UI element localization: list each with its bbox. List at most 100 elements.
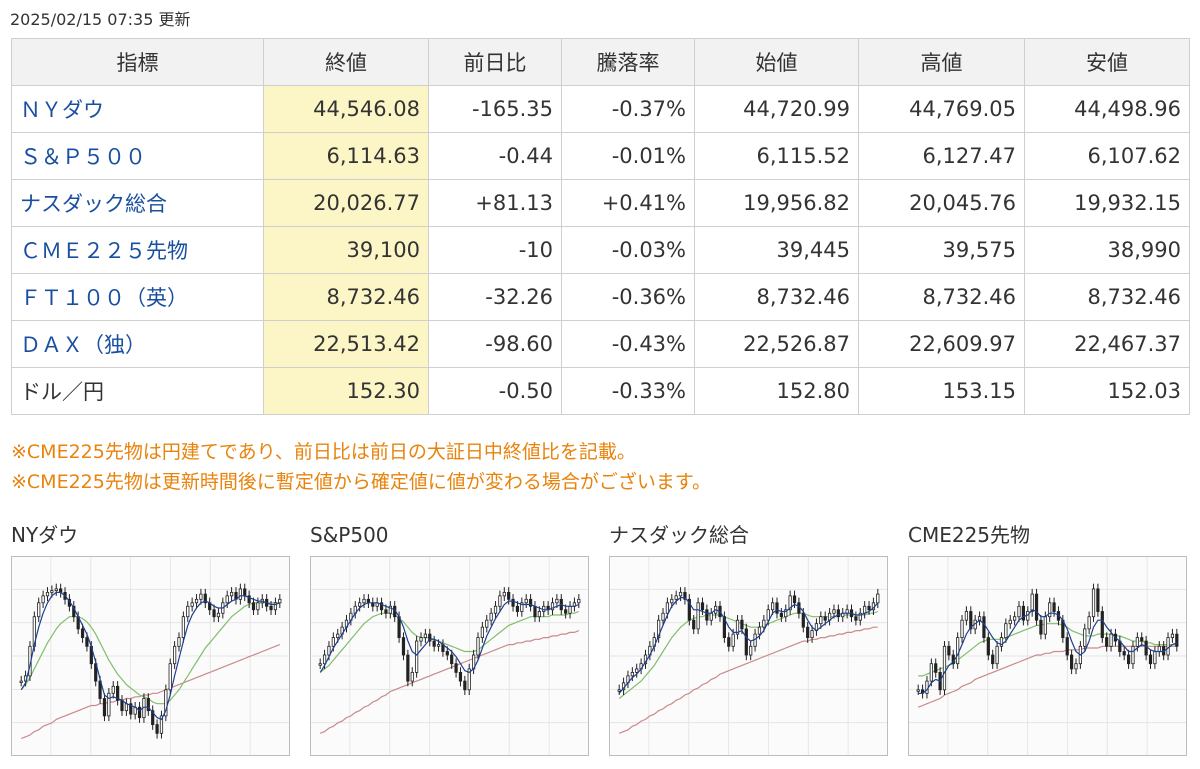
- candle: [1004, 623, 1008, 639]
- chart-panel-nydow: NYダウ: [11, 520, 291, 756]
- candle: [550, 602, 555, 611]
- header-open: 始値: [694, 38, 859, 86]
- chart-nydow[interactable]: [11, 556, 290, 756]
- candle: [190, 602, 194, 607]
- cell-low: 22,467.37: [1024, 320, 1190, 368]
- candle: [533, 605, 537, 618]
- candle: [577, 598, 581, 604]
- candle: [251, 602, 256, 611]
- candle: [1144, 640, 1148, 656]
- candle: [511, 598, 515, 607]
- candle: [1065, 637, 1069, 656]
- candle: [916, 689, 920, 692]
- candle: [458, 672, 463, 682]
- header-low: 安値: [1024, 38, 1190, 86]
- index-name-link[interactable]: Ｓ＆Ｐ５００: [11, 132, 264, 180]
- candle: [194, 598, 199, 604]
- candle: [1100, 611, 1104, 639]
- candle: [744, 628, 748, 656]
- cell-close: 39,100: [263, 226, 429, 274]
- candle: [173, 645, 177, 665]
- candle: [806, 626, 810, 639]
- candle: [80, 628, 85, 639]
- candle: [146, 698, 150, 712]
- candle: [238, 588, 242, 600]
- candle: [727, 637, 731, 647]
- candle: [1087, 616, 1091, 630]
- candle: [436, 644, 441, 647]
- candle: [1083, 628, 1087, 647]
- candle: [1096, 588, 1100, 612]
- ma-mid-line: [20, 602, 280, 705]
- table-row: ドル／円 152.30 -0.50 -0.33% 152.80 153.15 152.03: [11, 367, 1190, 415]
- cell-rate: -0.36%: [561, 273, 695, 321]
- candle: [419, 637, 423, 642]
- table-body: ＮＹダウ 44,546.08 -165.35 -0.37% 44,720.99 44,76…: [11, 85, 1190, 415]
- candle: [670, 598, 674, 604]
- cell-high: 153.15: [858, 367, 1025, 415]
- notes: ※CME225先物は円建てであり、前日比は前日の大証日中終値比を記載。 ※CME…: [11, 437, 711, 497]
- candle: [999, 637, 1004, 647]
- candle: [432, 640, 436, 647]
- header-name: 指標: [11, 38, 264, 86]
- candle: [177, 637, 181, 647]
- candle: [428, 633, 432, 642]
- candle: [661, 612, 665, 621]
- candle: [863, 605, 867, 614]
- candle: [801, 612, 805, 628]
- chart-nasdaq[interactable]: [609, 556, 888, 756]
- ma-short-line: [20, 591, 281, 721]
- candle: [1017, 605, 1021, 618]
- candle: [1030, 593, 1034, 612]
- candle: [54, 588, 58, 592]
- candle: [696, 602, 700, 630]
- candle: [247, 595, 251, 604]
- candle: [107, 692, 111, 717]
- candle: [181, 616, 185, 639]
- cell-open: 19,956.82: [694, 179, 859, 227]
- candle: [186, 605, 190, 618]
- index-name-link[interactable]: ＤＡＸ（独）: [11, 320, 264, 368]
- cell-low: 152.03: [1024, 367, 1190, 415]
- candle: [498, 595, 502, 607]
- cell-open: 22,526.87: [694, 320, 859, 368]
- cell-low: 6,107.62: [1024, 132, 1190, 180]
- market-index-table: 指標 終値 前日比 騰落率 始値 高値 安値 ＮＹダウ 44,546.08 -165…: [11, 38, 1190, 415]
- cell-close: 44,546.08: [263, 85, 429, 133]
- chart-cme225[interactable]: [908, 556, 1187, 756]
- candle: [362, 598, 366, 604]
- candle: [969, 611, 973, 630]
- chart-sp500[interactable]: [310, 556, 589, 756]
- cell-change: -165.35: [428, 85, 562, 133]
- candle: [1052, 602, 1056, 612]
- candle: [1008, 619, 1012, 625]
- candle: [934, 663, 938, 673]
- candle: [129, 703, 133, 715]
- candle: [406, 654, 410, 682]
- candle: [1021, 605, 1025, 621]
- header-high: 高値: [858, 38, 1025, 86]
- candle: [555, 598, 559, 604]
- candle: [1175, 633, 1179, 647]
- candle: [454, 663, 458, 673]
- candle: [876, 593, 880, 604]
- cell-close: 20,026.77: [263, 179, 429, 227]
- chart-panel-cme225: CME225先物: [908, 520, 1188, 756]
- ma-long-line: [20, 644, 281, 740]
- table-row: Ｓ＆Ｐ５００ 6,114.63 -0.44 -0.01% 6,115.52 6,127.4…: [11, 132, 1190, 180]
- candle: [476, 637, 480, 656]
- candle: [159, 715, 164, 734]
- cell-rate: +0.41%: [561, 179, 695, 227]
- candle: [1131, 645, 1135, 665]
- candle: [502, 591, 506, 597]
- index-name-link[interactable]: ＮＹダウ: [11, 85, 264, 133]
- candle: [1157, 645, 1161, 652]
- candle: [982, 616, 986, 639]
- cell-change: -0.44: [428, 132, 562, 180]
- index-name-link[interactable]: ＦＴ１００（英）: [11, 273, 264, 321]
- index-name-link[interactable]: ＣＭＥ２２５先物: [11, 226, 264, 274]
- index-name-link[interactable]: ナスダック総合: [11, 179, 264, 227]
- candle: [757, 626, 762, 635]
- header-rate: 騰落率: [561, 38, 695, 86]
- candle: [956, 637, 960, 665]
